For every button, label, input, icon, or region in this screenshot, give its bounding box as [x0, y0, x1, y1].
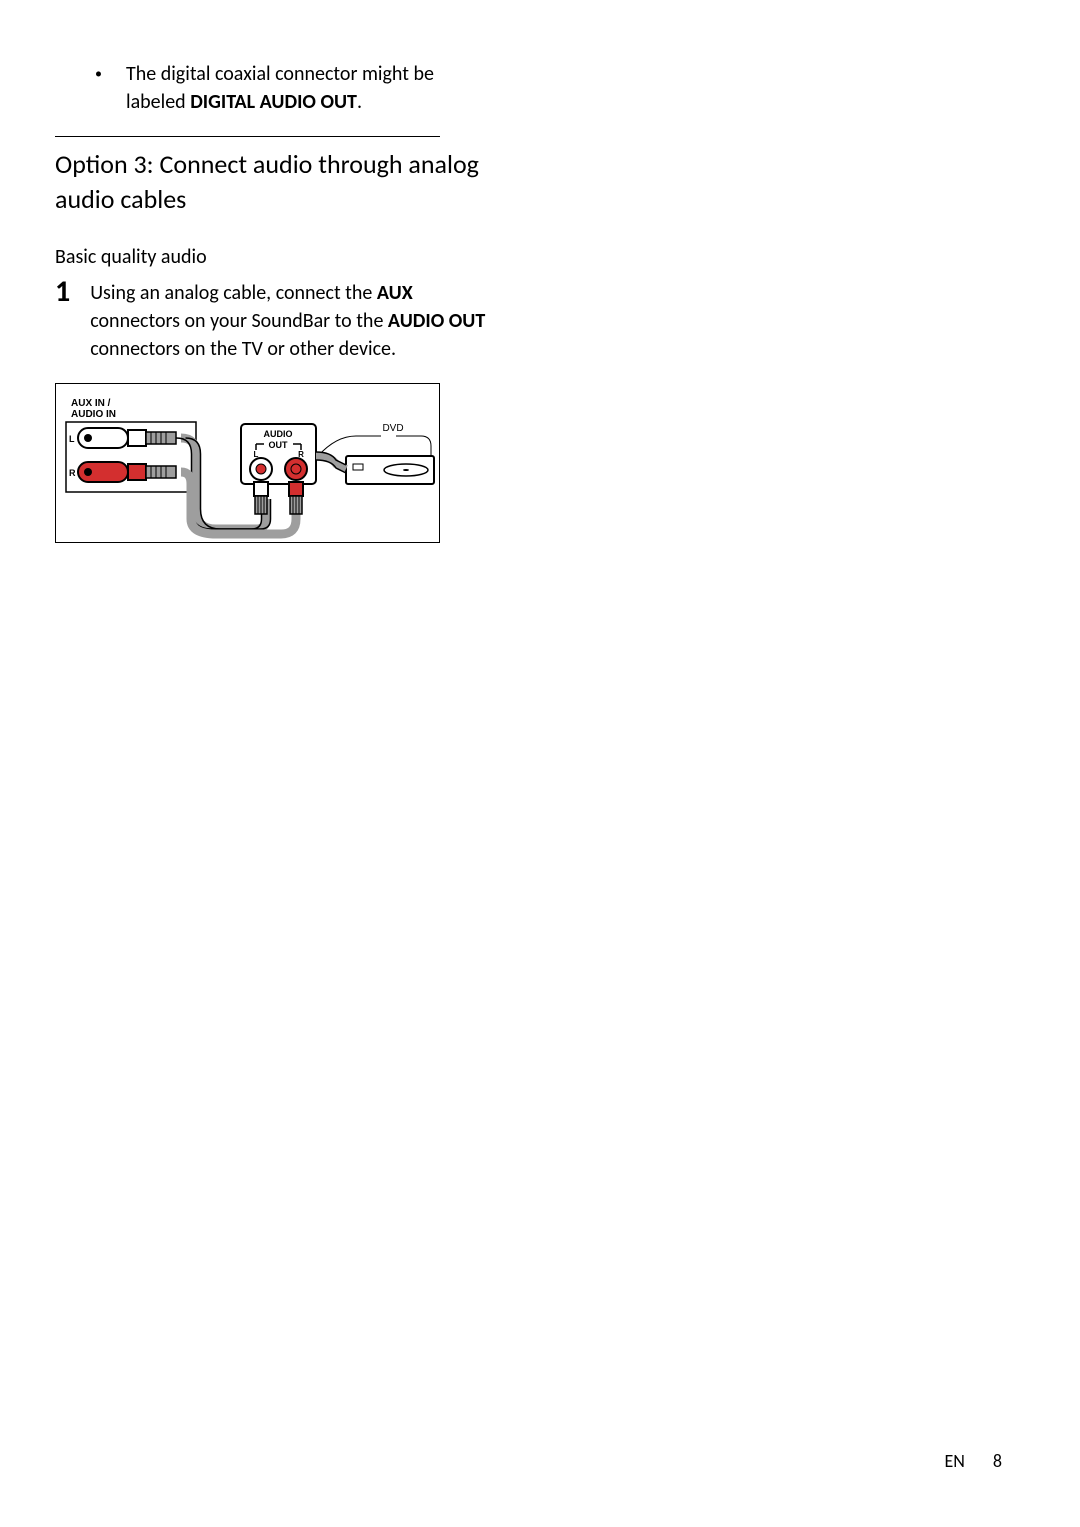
- l-plug-white: [128, 430, 146, 446]
- step-part2: connectors on your SoundBar to the: [90, 309, 388, 333]
- bullet-text-after: .: [357, 90, 362, 114]
- r-plug-red: [128, 464, 146, 480]
- audio-out-l-inner: [256, 464, 266, 474]
- plug-l-down: [254, 482, 268, 496]
- out-label: OUT: [269, 440, 289, 450]
- page-footer: EN 8: [944, 1450, 1002, 1472]
- step-part3: connectors on the TV or other device.: [90, 337, 396, 361]
- diagram-svg: AUX IN / AUDIO IN L R: [56, 384, 441, 544]
- r-label: R: [69, 468, 76, 478]
- bullet-note: • The digital coaxial connector might be…: [95, 60, 495, 116]
- bullet-bold-label: DIGITAL AUDIO OUT: [190, 90, 357, 114]
- dvd-label: DVD: [382, 423, 403, 434]
- aux-label-2: AUDIO IN: [71, 409, 116, 420]
- step-bold1: AUX: [377, 281, 413, 305]
- l-jack-hole: [84, 434, 92, 442]
- audio-label: AUDIO: [264, 429, 293, 439]
- step-bold2: AUDIO OUT: [388, 309, 485, 333]
- audio-out-r-inner: [291, 464, 301, 474]
- page-content: • The digital coaxial connector might be…: [55, 60, 495, 543]
- section-divider: [55, 136, 440, 137]
- bullet-marker: •: [95, 60, 102, 116]
- dvd-tray-center: [403, 469, 409, 471]
- footer-lang: EN: [944, 1450, 964, 1472]
- step-part1: Using an analog cable, connect the: [90, 281, 377, 305]
- connection-diagram: AUX IN / AUDIO IN L R: [55, 383, 440, 543]
- footer-page-number: 8: [993, 1450, 1002, 1472]
- numbered-step: 1 Using an analog cable, connect the AUX…: [55, 277, 495, 363]
- r-jack-hole: [84, 468, 92, 476]
- step-text: Using an analog cable, connect the AUX c…: [90, 277, 495, 363]
- l-label: L: [69, 434, 75, 444]
- bullet-text: The digital coaxial connector might be l…: [126, 60, 495, 116]
- subheading: Basic quality audio: [55, 245, 495, 269]
- step-number: 1: [55, 277, 70, 363]
- plug-r-down: [289, 482, 303, 496]
- section-heading: Option 3: Connect audio through analog a…: [55, 147, 495, 217]
- aux-label-1: AUX IN /: [71, 398, 111, 409]
